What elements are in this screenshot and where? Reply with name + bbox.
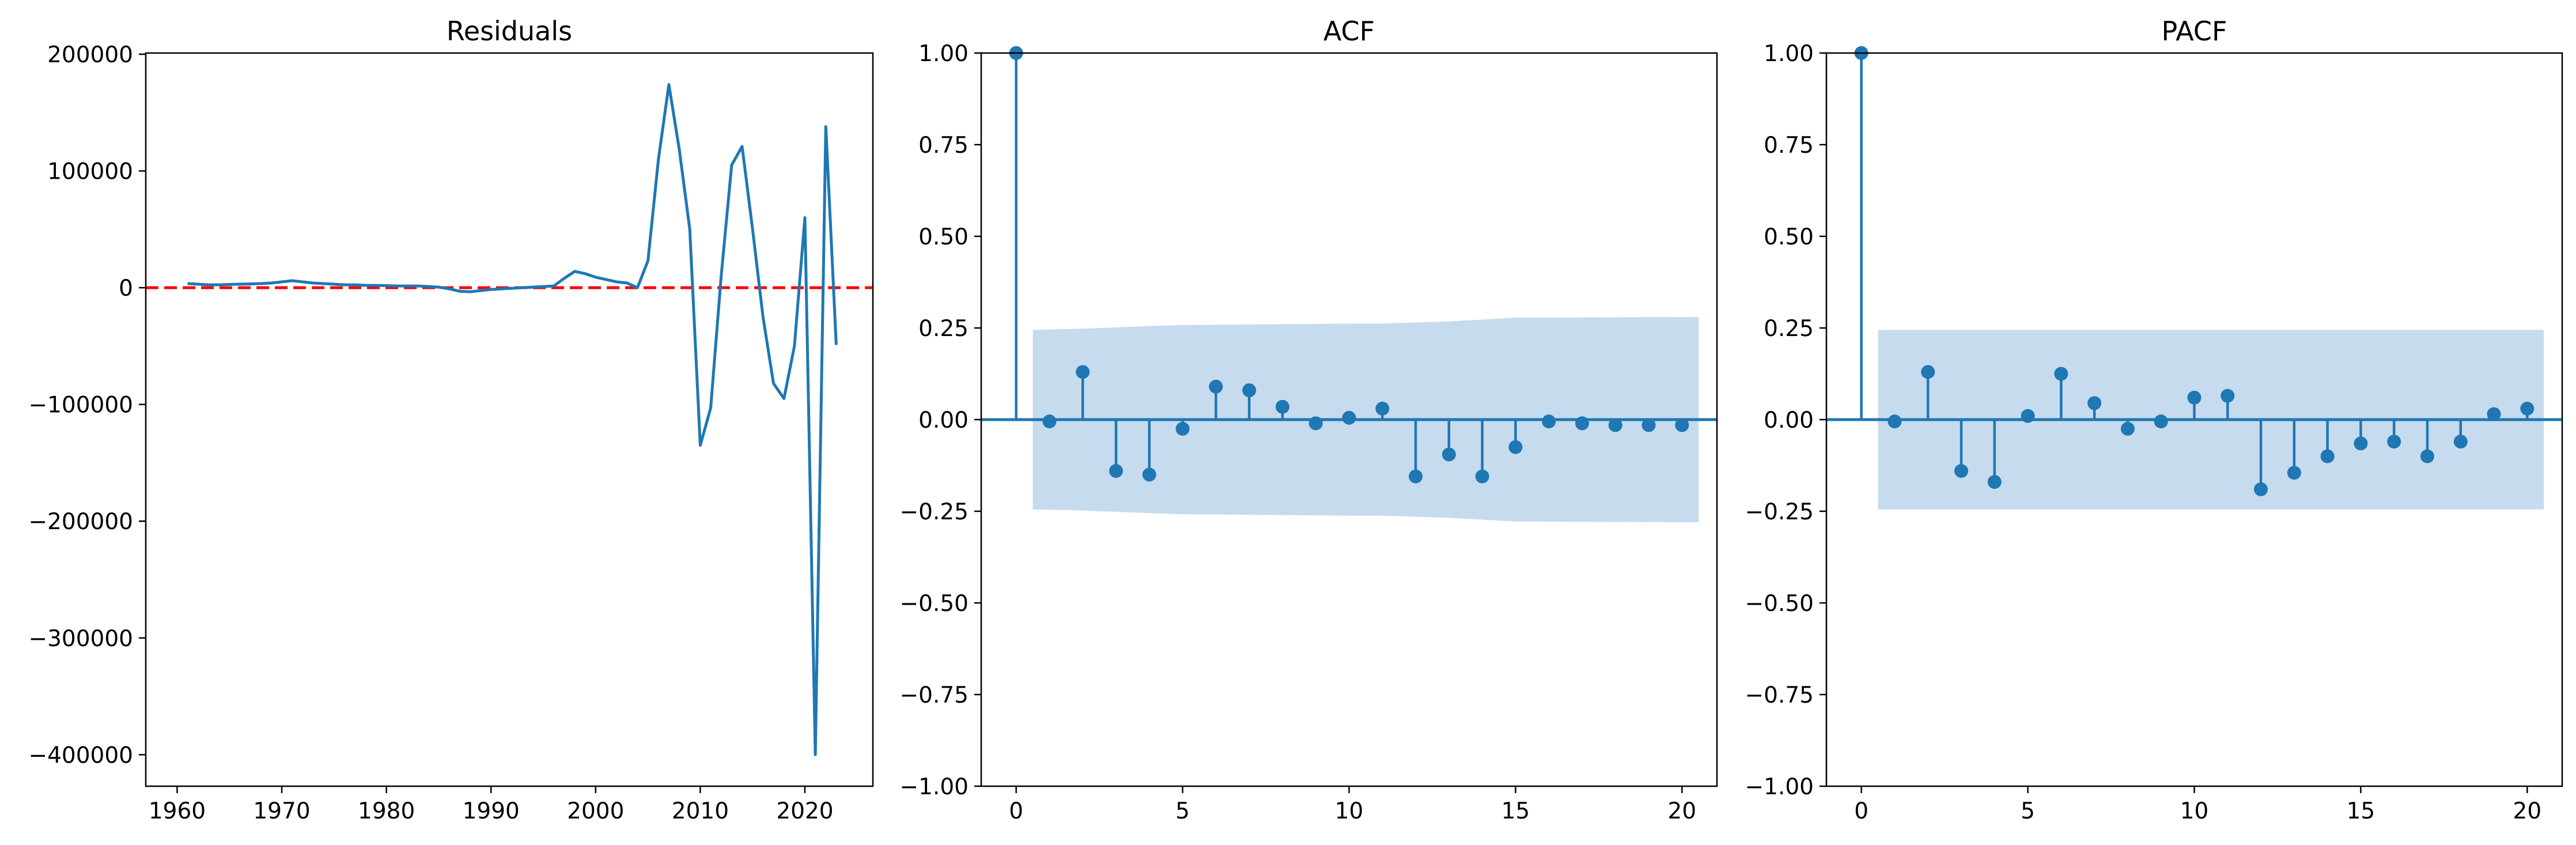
y-tick-label: −300000 [28, 626, 133, 652]
y-tick-label: 0.75 [918, 133, 969, 159]
stem-marker-lag-6 [2054, 367, 2068, 381]
x-tick-label: 2020 [776, 798, 833, 824]
stem-marker-lag-3 [1954, 464, 1969, 478]
stem-marker-lag-9 [2154, 414, 2168, 429]
chart-title: Residuals [447, 16, 572, 47]
y-tick-label: 0.25 [1764, 316, 1814, 342]
x-tick-label: 2000 [567, 798, 624, 824]
stem-marker-lag-1 [1887, 414, 1902, 429]
acf-panel: ACF 1.00 0.75 0.50 0.25 0.00 −0.25 −0.50 −0.75 −1… [899, 16, 1718, 824]
stem-marker-lag-2 [1076, 365, 1090, 379]
y-tick-label: −0.75 [1745, 682, 1814, 708]
stem-marker-lag-9 [1308, 416, 1323, 431]
x-tick-label: 10 [1335, 798, 1364, 824]
y-tick-label: −0.25 [899, 499, 969, 525]
stem-marker-lag-11 [1375, 401, 1390, 416]
x-tick-label: 2010 [672, 798, 729, 824]
stem-marker-lag-6 [1209, 379, 1223, 394]
y-tick-label: 1.00 [1764, 41, 1814, 67]
y-tick-label: 0.00 [918, 408, 969, 433]
stem-marker-lag-4 [1142, 467, 1156, 482]
stem-marker-lag-17 [1575, 416, 1589, 431]
stem-marker-lag-14 [2320, 449, 2335, 463]
y-tick-label: 100000 [47, 159, 133, 185]
stem-marker-lag-15 [1508, 440, 1523, 454]
stem-marker-lag-11 [2221, 388, 2235, 403]
stem-marker-lag-13 [2287, 466, 2301, 480]
chart-title: PACF [2161, 16, 2227, 47]
stem-marker-lag-8 [2120, 421, 2135, 436]
x-tick-label: 15 [2347, 798, 2375, 824]
x-tick-label: 15 [1501, 798, 1530, 824]
stem-marker-lag-20 [1675, 418, 1689, 432]
stem-marker-lag-13 [1442, 447, 1456, 462]
stem-marker-lag-15 [2354, 436, 2368, 451]
y-tick-label: 0.00 [1764, 408, 1814, 433]
x-tick-label: 20 [2513, 798, 2542, 824]
stem-marker-lag-3 [1109, 464, 1124, 478]
stem-marker-lag-12 [1409, 469, 1423, 484]
x-tick-label: 1970 [253, 798, 310, 824]
y-tick-label: −100000 [28, 393, 133, 418]
y-tick-label: 0.25 [918, 316, 969, 342]
y-tick-label: −1.00 [1745, 774, 1814, 800]
y-tick-label: −0.75 [899, 682, 969, 708]
stem-marker-lag-16 [2387, 435, 2401, 449]
y-tick-label: 1.00 [918, 41, 969, 67]
stem-marker-lag-7 [2087, 396, 2102, 410]
x-tick-label: 10 [2180, 798, 2209, 824]
stem-marker-lag-19 [2487, 407, 2501, 421]
x-tick-label: 1960 [149, 798, 206, 824]
y-tick-label: −200000 [28, 509, 133, 535]
axes-frame [145, 52, 874, 787]
chart-title: ACF [1323, 16, 1375, 47]
stem-marker-lag-7 [1242, 383, 1257, 398]
y-tick-label: 0.75 [1764, 133, 1814, 159]
stem-marker-lag-18 [1608, 418, 1622, 432]
pacf-panel: PACF 1.00 0.75 0.50 0.25 0.00 −0.25 −0.50 −0.75 −… [1745, 16, 2563, 824]
stem-marker-lag-1 [1042, 414, 1057, 429]
stem-marker-lag-10 [1342, 410, 1356, 425]
stem-marker-lag-20 [2520, 401, 2535, 416]
stem-marker-lag-19 [1641, 418, 1656, 432]
x-tick-label: 0 [1854, 798, 1868, 824]
x-tick-label: 0 [1009, 798, 1023, 824]
y-tick-label: 0.50 [918, 224, 969, 250]
stem-marker-lag-10 [2187, 390, 2201, 405]
x-tick-label: 5 [1175, 798, 1190, 824]
y-tick-label: −1.00 [899, 774, 969, 800]
stem-marker-lag-4 [1987, 475, 2002, 489]
y-tick-label: −0.50 [899, 591, 969, 617]
residuals-line [187, 83, 838, 756]
x-tick-label: 5 [2021, 798, 2035, 824]
x-tick-label: 1990 [463, 798, 520, 824]
residuals-panel: Residuals 200000 100000 0 −100000 −200000 −300… [28, 16, 874, 824]
y-tick-label: −400000 [28, 742, 133, 768]
x-tick-label: 1980 [358, 798, 415, 824]
stem-marker-lag-14 [1475, 469, 1489, 484]
stem-marker-lag-5 [2021, 409, 2035, 423]
y-tick-label: 200000 [47, 42, 133, 68]
stem-marker-lag-17 [2420, 449, 2434, 463]
stem-marker-lag-5 [1175, 421, 1190, 436]
stem-marker-lag-8 [1275, 399, 1289, 414]
y-tick-label: 0 [119, 276, 133, 301]
y-tick-label: 0.50 [1764, 224, 1814, 250]
stem-marker-lag-16 [1542, 414, 1556, 429]
y-tick-label: −0.50 [1745, 591, 1814, 617]
stem-marker-lag-18 [2453, 435, 2468, 449]
stem-marker-lag-2 [1921, 365, 1935, 379]
stem-marker-lag-12 [2254, 482, 2268, 496]
y-tick-label: −0.25 [1745, 499, 1814, 525]
x-tick-label: 20 [1668, 798, 1697, 824]
